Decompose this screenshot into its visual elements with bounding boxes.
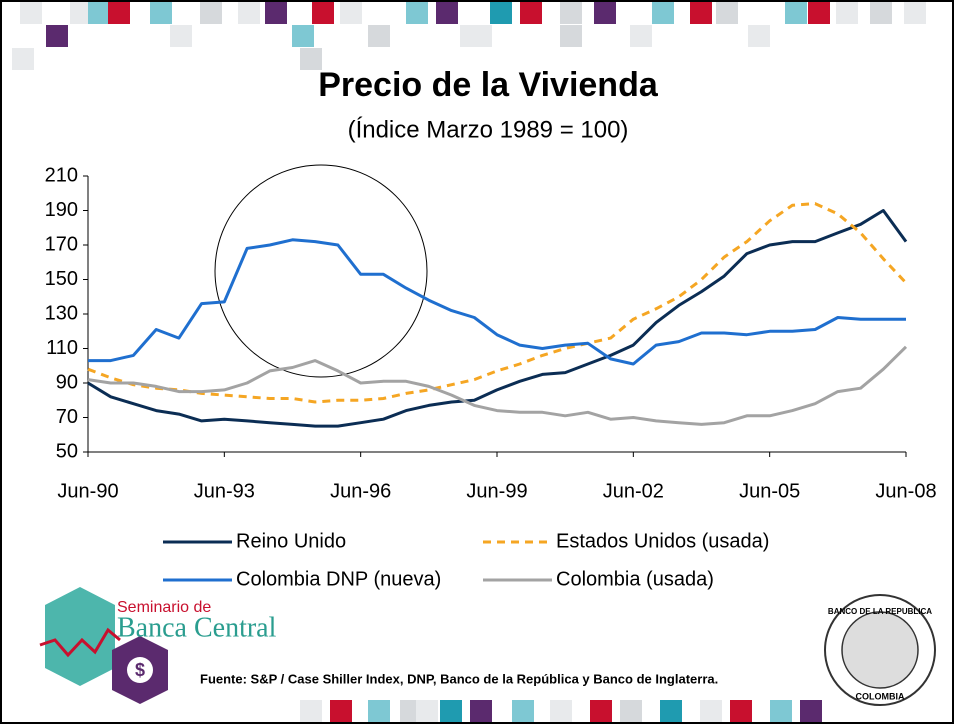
deco-square	[550, 700, 572, 722]
legend-label: Reino Unido	[236, 530, 346, 552]
deco-square	[416, 700, 438, 722]
highlight-circle	[214, 164, 428, 378]
logo-icon	[127, 657, 153, 683]
seal: BANCO DE LA REPUBLICA COLOMBIA	[824, 594, 936, 706]
deco-square	[46, 25, 68, 47]
deco-square	[300, 700, 322, 722]
legend-label: Estados Unidos (usada)	[556, 530, 769, 552]
logo-text: Seminario de	[117, 599, 211, 616]
deco-square	[800, 700, 822, 722]
deco-square	[748, 25, 770, 47]
y-tick-label: 50	[56, 440, 78, 462]
y-tick-label: 110	[46, 337, 78, 359]
deco-square	[470, 700, 492, 722]
deco-square	[785, 2, 807, 24]
deco-square	[730, 700, 752, 722]
series-line	[87, 345, 908, 426]
deco-square	[312, 2, 334, 24]
deco-square	[150, 2, 172, 24]
deco-square	[20, 2, 42, 24]
y-tick-label: 90	[56, 371, 78, 393]
logo-text: Banca Central	[117, 612, 277, 643]
deco-square	[904, 2, 926, 24]
deco-square	[560, 25, 582, 47]
deco-square	[368, 25, 390, 47]
deco-square	[716, 2, 738, 24]
seal-inner	[841, 611, 919, 689]
deco-square	[594, 2, 616, 24]
y-tick-label: 170	[45, 233, 78, 255]
deco-square	[560, 2, 582, 24]
deco-square	[300, 48, 322, 70]
deco-square	[340, 2, 362, 24]
chart-subtitle: (Índice Marzo 1989 = 100)	[348, 116, 629, 143]
x-tick-label: Jun-90	[57, 480, 118, 502]
y-tick-label: 70	[56, 406, 78, 428]
deco-square	[200, 2, 222, 24]
legend-label: Colombia (usada)	[556, 568, 714, 590]
deco-square	[436, 2, 458, 24]
deco-square	[490, 2, 512, 24]
deco-square	[12, 48, 34, 70]
deco-square	[406, 2, 428, 24]
deco-square	[808, 2, 830, 24]
deco-square	[630, 25, 652, 47]
deco-square	[70, 2, 92, 24]
decoration	[12, 2, 926, 722]
deco-square	[660, 700, 682, 722]
deco-square	[590, 700, 612, 722]
x-tick-label: Jun-99	[466, 480, 527, 502]
deco-square	[470, 25, 492, 47]
deco-square	[265, 2, 287, 24]
plot: 50 70 90 110 130 150 170 190 210 Jun-90 Jun-93 Jun-…	[45, 164, 937, 590]
deco-square	[292, 25, 314, 47]
x-tick-label: Jun-08	[875, 480, 936, 502]
deco-square	[652, 2, 674, 24]
series-line	[87, 202, 908, 404]
deco-square	[770, 700, 792, 722]
deco-square	[690, 2, 712, 24]
legend-label: Colombia DNP (nueva)	[236, 568, 441, 590]
deco-square	[836, 2, 858, 24]
seal-text: BANCO DE LA REPUBLICA	[828, 607, 932, 616]
deco-square	[700, 700, 722, 722]
deco-square	[368, 700, 390, 722]
deco-square	[512, 700, 534, 722]
y-tick-label: 130	[45, 302, 78, 324]
logo-icon: $	[135, 660, 145, 680]
seal-text: COLOMBIA	[856, 691, 905, 701]
deco-square	[170, 25, 192, 47]
y-tick-label: 190	[45, 199, 78, 221]
series-line	[87, 209, 908, 428]
logo-hexagon	[45, 587, 115, 686]
deco-square	[620, 700, 642, 722]
deco-square	[238, 2, 260, 24]
y-tick-label: 150	[45, 268, 78, 290]
chart-title: Precio de la Vivienda	[318, 66, 659, 104]
y-tick-label: 210	[45, 164, 78, 186]
x-tick-label: Jun-93	[194, 480, 255, 502]
series-line	[88, 238, 906, 366]
deco-square	[870, 2, 892, 24]
logo: $ Seminario de Banca Central	[39, 587, 277, 704]
x-tick-label: Jun-05	[739, 480, 800, 502]
source-note: Fuente: S&P / Case Shiller Index, DNP, B…	[200, 671, 718, 686]
deco-square	[88, 2, 110, 24]
x-tick-label: Jun-02	[603, 480, 664, 502]
deco-square	[330, 700, 352, 722]
deco-square	[440, 700, 462, 722]
deco-square	[520, 2, 542, 24]
x-tick-label: Jun-96	[330, 480, 391, 502]
deco-square	[108, 2, 130, 24]
logo-icon	[39, 627, 121, 658]
